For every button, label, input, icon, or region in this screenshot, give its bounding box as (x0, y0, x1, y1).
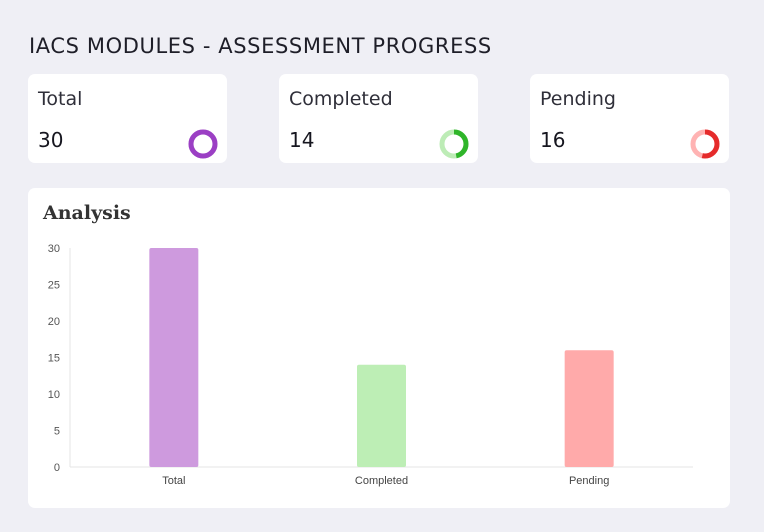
bar-completed[interactable] (357, 364, 406, 467)
total-value: 30 (38, 128, 64, 152)
x-tick-label: Total (162, 475, 185, 487)
y-tick-label: 5 (54, 426, 60, 438)
analysis-card: Analysis 0 5 10 15 20 25 30 Total Completed Pendi… (28, 188, 730, 508)
donut-arc (188, 129, 218, 159)
y-tick-label: 10 (48, 389, 60, 401)
y-tick-label: 30 (48, 243, 60, 255)
y-tick-label: 15 (48, 353, 60, 365)
completed-card: Completed 14 (279, 74, 478, 163)
y-tick-label: 25 (48, 280, 60, 292)
completed-donut-icon (439, 129, 469, 159)
pending-donut-icon (690, 129, 720, 159)
page-title: IACS MODULES - ASSESSMENT PROGRESS (29, 34, 492, 58)
x-tick-label: Pending (569, 475, 609, 487)
completed-label: Completed (289, 88, 393, 110)
pending-label: Pending (540, 88, 616, 110)
bar-pending[interactable] (564, 350, 614, 467)
completed-value: 14 (289, 128, 315, 152)
total-card: Total 30 (28, 74, 227, 163)
y-tick-label: 20 (48, 316, 60, 328)
total-label: Total (38, 88, 83, 110)
pending-value: 16 (540, 128, 566, 152)
bar-chart: 0 5 10 15 20 25 30 Total Completed Pending (48, 243, 693, 487)
bar-total[interactable] (149, 248, 199, 467)
pending-card: Pending 16 (530, 74, 729, 163)
donut-arc (690, 129, 720, 159)
y-tick-label: 0 (54, 462, 60, 474)
x-tick-label: Completed (355, 475, 408, 487)
analysis-title: Analysis (43, 202, 131, 224)
total-donut-icon (188, 129, 218, 159)
donut-arc (439, 129, 469, 159)
